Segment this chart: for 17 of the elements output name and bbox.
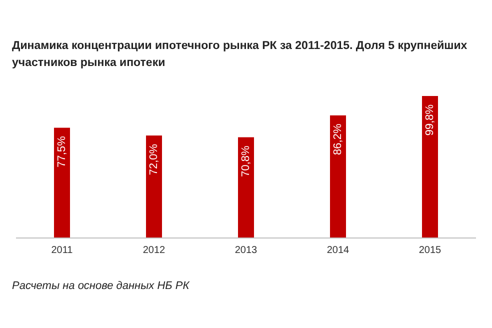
data-label: 86,2% [332,124,344,155]
text: Расчеты на основе данных НБ РК [12,280,190,292]
x-tick-label: 2011 [51,245,74,256]
x-tick-label: 2015 [418,245,442,256]
bar [422,96,438,238]
x-tick-label: 2012 [142,245,166,256]
bar [146,136,162,238]
x-tick-label: 2014 [326,245,350,256]
bar [238,137,254,238]
bar [330,115,346,238]
chart-title: Динамика концентрации ипотечного рынка РК за 2011-2015. Доля 5 крупнейших участников рынка ипотеки [11,39,468,71]
x-tick-label: 2013 [234,245,258,256]
data-label: 77,5% [56,136,68,168]
data-label: 70,8% [240,145,252,177]
data-label: 99,8% [424,104,436,136]
data-label: 72,0% [148,144,160,176]
bar [54,128,70,238]
